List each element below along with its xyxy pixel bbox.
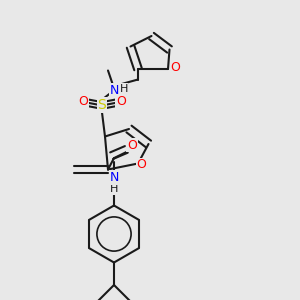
Text: N: N <box>109 83 119 97</box>
Text: O: O <box>127 139 137 152</box>
Text: H: H <box>110 184 118 194</box>
Text: O: O <box>78 94 88 108</box>
Text: N: N <box>109 171 119 184</box>
Text: O: O <box>116 94 126 108</box>
Text: H: H <box>119 83 128 94</box>
Text: O: O <box>137 158 146 172</box>
Text: S: S <box>98 98 106 112</box>
Text: O: O <box>171 61 180 74</box>
